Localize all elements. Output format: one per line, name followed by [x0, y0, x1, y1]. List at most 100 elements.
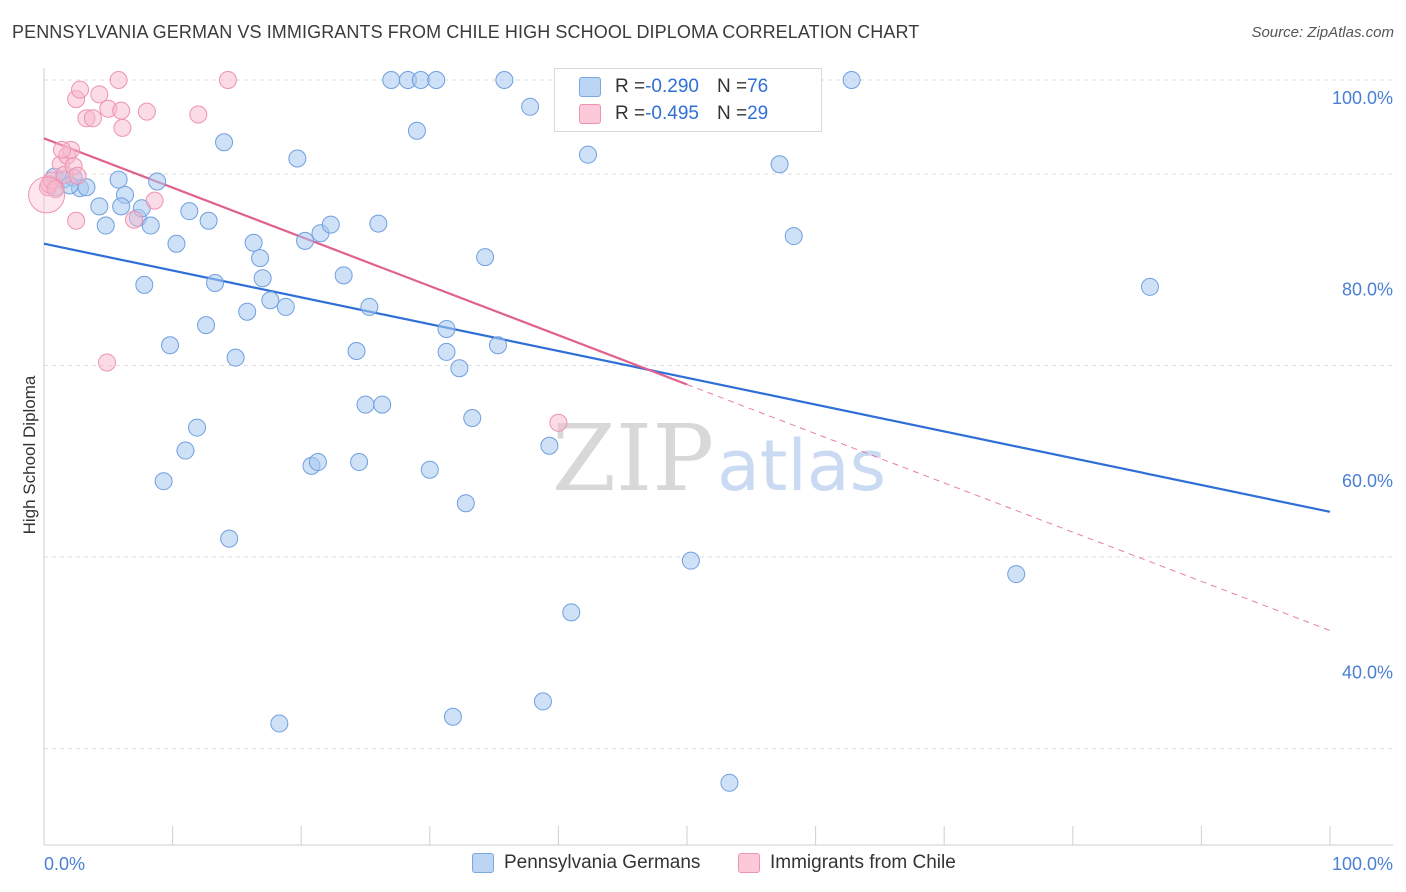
data-point-pennsylvania-germans: [199, 211, 218, 230]
data-point-immigrants-from-chile: [67, 211, 86, 230]
data-point-pennsylvania-germans: [141, 216, 160, 235]
data-point-pennsylvania-germans: [167, 234, 186, 253]
bottom-legend-swatch-pink: [738, 853, 760, 873]
data-point-immigrants-from-chile: [113, 118, 132, 137]
watermark-atlas: atlas: [717, 425, 886, 507]
data-point-pennsylvania-germans: [154, 472, 173, 491]
data-point-immigrants-from-chile: [53, 140, 72, 159]
bottom-legend-item-blue: Pennsylvania Germans: [472, 852, 700, 874]
data-point-pennsylvania-germans: [244, 233, 263, 252]
trend-line-immigrants-from-chile: [43, 137, 688, 386]
data-point-pennsylvania-germans: [148, 172, 167, 191]
data-point-pennsylvania-germans: [437, 342, 456, 361]
data-point-pennsylvania-germans: [681, 551, 700, 570]
data-point-pennsylvania-germans: [321, 215, 340, 234]
data-point-pennsylvania-germans: [420, 460, 439, 479]
data-point-pennsylvania-germans: [533, 692, 552, 711]
trend-line-immigrants-from-chile-extension: [686, 384, 1331, 632]
watermark-zip: ZIP: [552, 405, 714, 512]
legend-swatch-pink: [579, 104, 601, 124]
data-point-pennsylvania-germans: [411, 71, 430, 89]
data-point-pennsylvania-germans: [334, 266, 353, 285]
data-point-pennsylvania-germans: [463, 408, 482, 427]
legend-r-label-pink: R =: [615, 103, 646, 124]
data-point-pennsylvania-germans: [261, 291, 280, 310]
data-point-pennsylvania-germans: [197, 316, 216, 335]
data-point-pennsylvania-germans: [562, 603, 581, 622]
data-point-pennsylvania-germans: [347, 341, 366, 360]
data-point-immigrants-from-chile: [189, 105, 208, 124]
data-point-pennsylvania-germans: [382, 71, 401, 89]
data-point-pennsylvania-germans: [443, 707, 462, 726]
legend-n-value-pink: 29: [747, 103, 769, 124]
stats-legend: R = -0.290 N = 76 R = -0.495 N = 29: [554, 68, 822, 132]
x-tick-label-min: 0.0%: [44, 854, 85, 874]
data-point-pennsylvania-germans: [220, 529, 239, 548]
data-point-pennsylvania-germans: [251, 249, 270, 268]
data-point-immigrants-from-chile: [112, 101, 131, 120]
series-immigrants-from-chile: [28, 71, 568, 432]
y-tick-label-40: 40.0%: [1342, 663, 1393, 683]
data-point-pennsylvania-germans: [437, 319, 456, 338]
data-point-immigrants-from-chile: [90, 85, 109, 104]
chart-title: PENNSYLVANIA GERMAN VS IMMIGRANTS FROM C…: [12, 22, 920, 42]
data-point-pennsylvania-germans: [495, 71, 514, 89]
data-point-pennsylvania-germans: [578, 145, 597, 164]
data-point-pennsylvania-germans: [350, 453, 369, 472]
grid-lines: [44, 79, 1393, 749]
data-point-pennsylvania-germans: [135, 275, 154, 294]
data-point-pennsylvania-germans: [308, 453, 327, 472]
data-point-immigrants-from-chile: [218, 71, 237, 89]
data-point-immigrants-from-chile: [83, 109, 102, 128]
bottom-legend-label-pink: Immigrants from Chile: [770, 852, 956, 873]
stats-legend-row-blue: R = -0.290 N = 76: [579, 75, 768, 99]
data-point-pennsylvania-germans: [112, 197, 131, 216]
data-point-immigrants-from-chile: [71, 80, 90, 99]
data-point-pennsylvania-germans: [450, 359, 469, 378]
bottom-legend-swatch-blue: [472, 853, 494, 873]
data-point-pennsylvania-germans: [1007, 565, 1026, 584]
data-point-pennsylvania-germans: [488, 336, 507, 355]
data-point-pennsylvania-germans: [90, 197, 109, 216]
legend-r-value-blue: -0.290: [645, 76, 699, 97]
data-point-pennsylvania-germans: [176, 441, 195, 460]
axes: [43, 68, 1393, 846]
y-tick-labels: 100.0% 80.0% 60.0% 40.0%: [1332, 88, 1393, 683]
data-point-pennsylvania-germans: [180, 202, 199, 221]
watermark: ZIP atlas: [552, 405, 886, 512]
data-point-pennsylvania-germans: [407, 121, 426, 140]
data-point-pennsylvania-germans: [188, 418, 207, 437]
data-point-pennsylvania-germans: [476, 248, 495, 267]
data-point-pennsylvania-germans: [360, 297, 379, 316]
y-axis-label: High School Diploma: [20, 375, 39, 534]
x-tick-label-max: 100.0%: [1332, 854, 1393, 874]
data-point-immigrants-from-chile: [28, 176, 66, 214]
y-tick-label-60: 60.0%: [1342, 471, 1393, 491]
data-point-pennsylvania-germans: [215, 133, 234, 152]
data-point-pennsylvania-germans: [842, 71, 861, 89]
legend-r-value-pink: -0.495: [645, 103, 699, 124]
legend-swatch-blue: [579, 77, 601, 97]
data-point-immigrants-from-chile: [68, 166, 87, 185]
trend-line-pennsylvania-germans: [43, 242, 1331, 513]
legend-n-label-blue: N =: [716, 76, 748, 97]
data-point-immigrants-from-chile: [109, 71, 128, 89]
stats-legend-row-pink: R = -0.495 N = 29: [579, 102, 768, 126]
data-point-pennsylvania-germans: [276, 297, 295, 316]
data-point-pennsylvania-germans: [521, 97, 540, 116]
data-point-immigrants-from-chile: [549, 413, 568, 432]
data-point-pennsylvania-germans: [206, 273, 225, 292]
bottom-legend-item-pink: Immigrants from Chile: [738, 852, 956, 874]
data-point-pennsylvania-germans: [369, 214, 388, 233]
data-point-pennsylvania-germans: [288, 149, 307, 168]
data-point-pennsylvania-germans: [456, 494, 475, 513]
data-point-pennsylvania-germans: [720, 773, 739, 792]
data-point-pennsylvania-germans: [161, 336, 180, 355]
data-point-pennsylvania-germans: [109, 170, 128, 189]
legend-r-label-blue: R =: [615, 76, 646, 97]
data-point-pennsylvania-germans: [238, 302, 257, 321]
data-point-pennsylvania-germans: [373, 395, 392, 414]
data-point-pennsylvania-germans: [270, 714, 289, 733]
y-tick-label-100: 100.0%: [1332, 88, 1393, 108]
data-point-immigrants-from-chile: [145, 191, 164, 210]
